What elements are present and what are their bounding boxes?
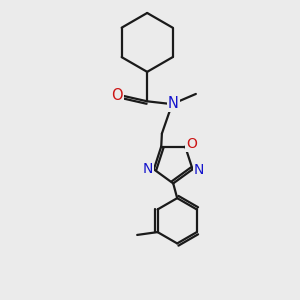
Text: N: N xyxy=(142,162,153,176)
Text: O: O xyxy=(186,137,197,151)
Text: N: N xyxy=(168,96,179,111)
Text: N: N xyxy=(194,163,204,177)
Text: O: O xyxy=(111,88,122,103)
